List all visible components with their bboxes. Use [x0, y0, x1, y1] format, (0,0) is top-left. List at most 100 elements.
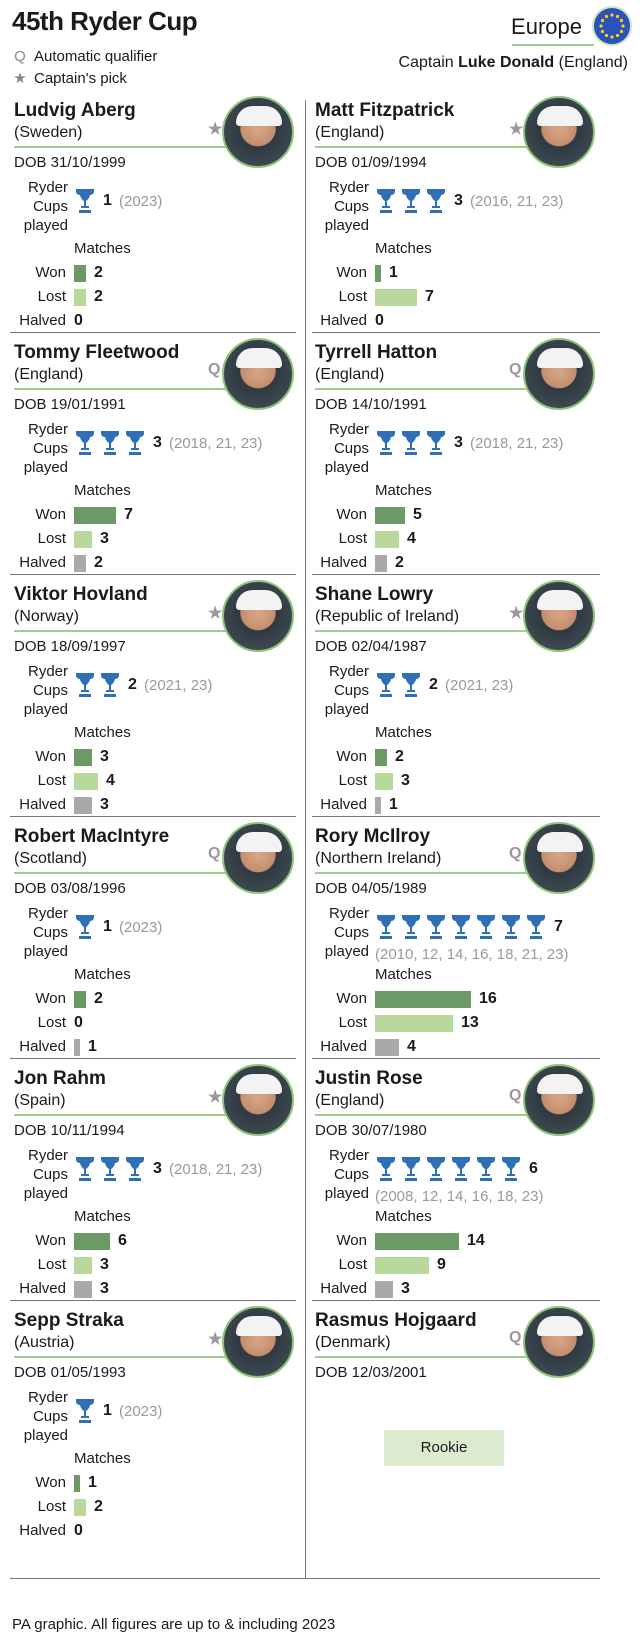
name-underline	[14, 630, 230, 632]
won-value: 6	[118, 1232, 127, 1249]
matches-won-row: Won 5	[313, 506, 613, 524]
ryder-cups-label: Ryder Cups played	[315, 662, 369, 719]
won-label: Won	[35, 264, 66, 281]
played-label: played	[324, 701, 369, 718]
matches-won-row: Won 2	[12, 264, 312, 282]
player-name: Tommy Fleetwood	[14, 342, 180, 363]
player-country: (England)	[315, 366, 385, 383]
lost-bar	[74, 1499, 86, 1516]
cups-years: (2018, 21, 23)	[169, 1161, 263, 1178]
q-symbol: Q	[14, 48, 26, 65]
won-label: Won	[336, 506, 367, 523]
row-separator	[10, 332, 296, 333]
halved-value: 0	[375, 312, 384, 329]
qualifier-mark: Q	[509, 845, 522, 862]
ryder-cup-trophy-icon	[375, 912, 397, 945]
won-label: Won	[35, 1474, 66, 1491]
cups-count: 1	[103, 918, 112, 935]
ryder-label: Ryder	[27, 1389, 68, 1406]
ryder-cup-trophy-icon	[124, 1154, 146, 1187]
matches-lost-row: Lost 2	[12, 288, 312, 306]
name-underline	[315, 872, 531, 874]
played-label: played	[324, 459, 369, 476]
ryder-label: Ryder	[328, 1147, 369, 1164]
halved-label: Halved	[19, 796, 66, 813]
lost-value: 2	[94, 1498, 103, 1515]
row-separator	[10, 1300, 296, 1301]
halved-value: 2	[395, 554, 404, 571]
trophy-row	[375, 1154, 522, 1187]
lost-label: Lost	[338, 288, 367, 305]
won-bar	[375, 991, 471, 1008]
captains-pick-star-icon: ★	[509, 605, 524, 622]
matches-halved-row: Halved 2	[313, 554, 613, 572]
captains-pick-star-icon: ★	[208, 1089, 223, 1106]
won-value: 14	[467, 1232, 485, 1249]
player-dob: DOB 31/10/1999	[14, 154, 126, 171]
matches-heading: Matches	[375, 240, 432, 257]
ryder-cup-trophy-icon	[375, 1154, 397, 1187]
won-label: Won	[336, 1232, 367, 1249]
played-label: played	[23, 459, 68, 476]
player-name: Matt Fitzpatrick	[315, 100, 455, 121]
won-value: 7	[124, 506, 133, 523]
won-label: Won	[336, 264, 367, 281]
matches-lost-row: Lost 3	[313, 772, 613, 790]
cups-count: 6	[529, 1160, 538, 1177]
player-card: Matt Fitzpatrick (England) ★ DOB 01/09/1994…	[313, 96, 613, 350]
lost-bar	[375, 773, 393, 790]
matches-won-row: Won 6	[12, 1232, 312, 1250]
halved-bar	[74, 1039, 80, 1056]
matches-lost-row: Lost 0	[12, 1014, 312, 1032]
lost-label: Lost	[37, 530, 66, 547]
ryder-cups-label: Ryder Cups played	[14, 662, 68, 719]
lost-value: 3	[100, 1256, 109, 1273]
ryder-label: Ryder	[328, 905, 369, 922]
ryder-cup-trophy-icon	[425, 428, 447, 461]
matches-lost-row: Lost 2	[12, 1498, 312, 1516]
played-label: played	[324, 1185, 369, 1202]
won-bar	[74, 1233, 110, 1250]
matches-halved-row: Halved 1	[12, 1038, 312, 1056]
cups-count: 3	[454, 192, 463, 209]
matches-heading: Matches	[74, 1450, 131, 1467]
qualifier-mark: Q	[509, 1329, 522, 1346]
player-dob: DOB 01/05/1993	[14, 1364, 126, 1381]
row-separator	[312, 1300, 600, 1301]
legend-star-label: Captain's pick	[34, 70, 127, 87]
halved-value: 0	[74, 312, 83, 329]
ryder-cup-trophy-icon	[400, 670, 422, 703]
player-name: Sepp Straka	[14, 1310, 124, 1331]
name-underline	[315, 146, 531, 148]
halved-label: Halved	[320, 796, 367, 813]
captains-pick-star-icon: ★	[509, 121, 524, 138]
lost-value: 2	[94, 288, 103, 305]
lost-bar	[74, 773, 98, 790]
player-photo	[222, 1064, 294, 1136]
player-card: Ludvig Aberg (Sweden) ★ DOB 31/10/1999 Ryder…	[12, 96, 312, 350]
lost-bar	[375, 531, 399, 548]
name-underline	[315, 388, 531, 390]
won-value: 2	[94, 990, 103, 1007]
matches-halved-row: Halved 3	[12, 796, 312, 814]
matches-halved-row: Halved 3	[313, 1280, 613, 1298]
matches-lost-row: Lost 3	[12, 530, 312, 548]
footer-note: PA graphic. All figures are up to & incl…	[12, 1616, 336, 1633]
player-dob: DOB 30/07/1980	[315, 1122, 427, 1139]
halved-value: 1	[88, 1038, 97, 1055]
played-label: played	[23, 701, 68, 718]
matches-won-row: Won 3	[12, 748, 312, 766]
cups-years: (2023)	[119, 193, 163, 210]
player-country: (Spain)	[14, 1092, 66, 1109]
ryder-cup-trophy-icon	[450, 912, 472, 945]
won-label: Won	[35, 748, 66, 765]
row-separator	[312, 332, 600, 333]
won-bar	[375, 507, 405, 524]
player-photo	[523, 96, 595, 168]
player-name: Rasmus Hojgaard	[315, 1310, 477, 1331]
lost-value: 3	[401, 772, 410, 789]
player-photo	[523, 580, 595, 652]
matches-halved-row: Halved 3	[12, 1280, 312, 1298]
ryder-label: Ryder	[27, 179, 68, 196]
won-value: 1	[88, 1474, 97, 1491]
